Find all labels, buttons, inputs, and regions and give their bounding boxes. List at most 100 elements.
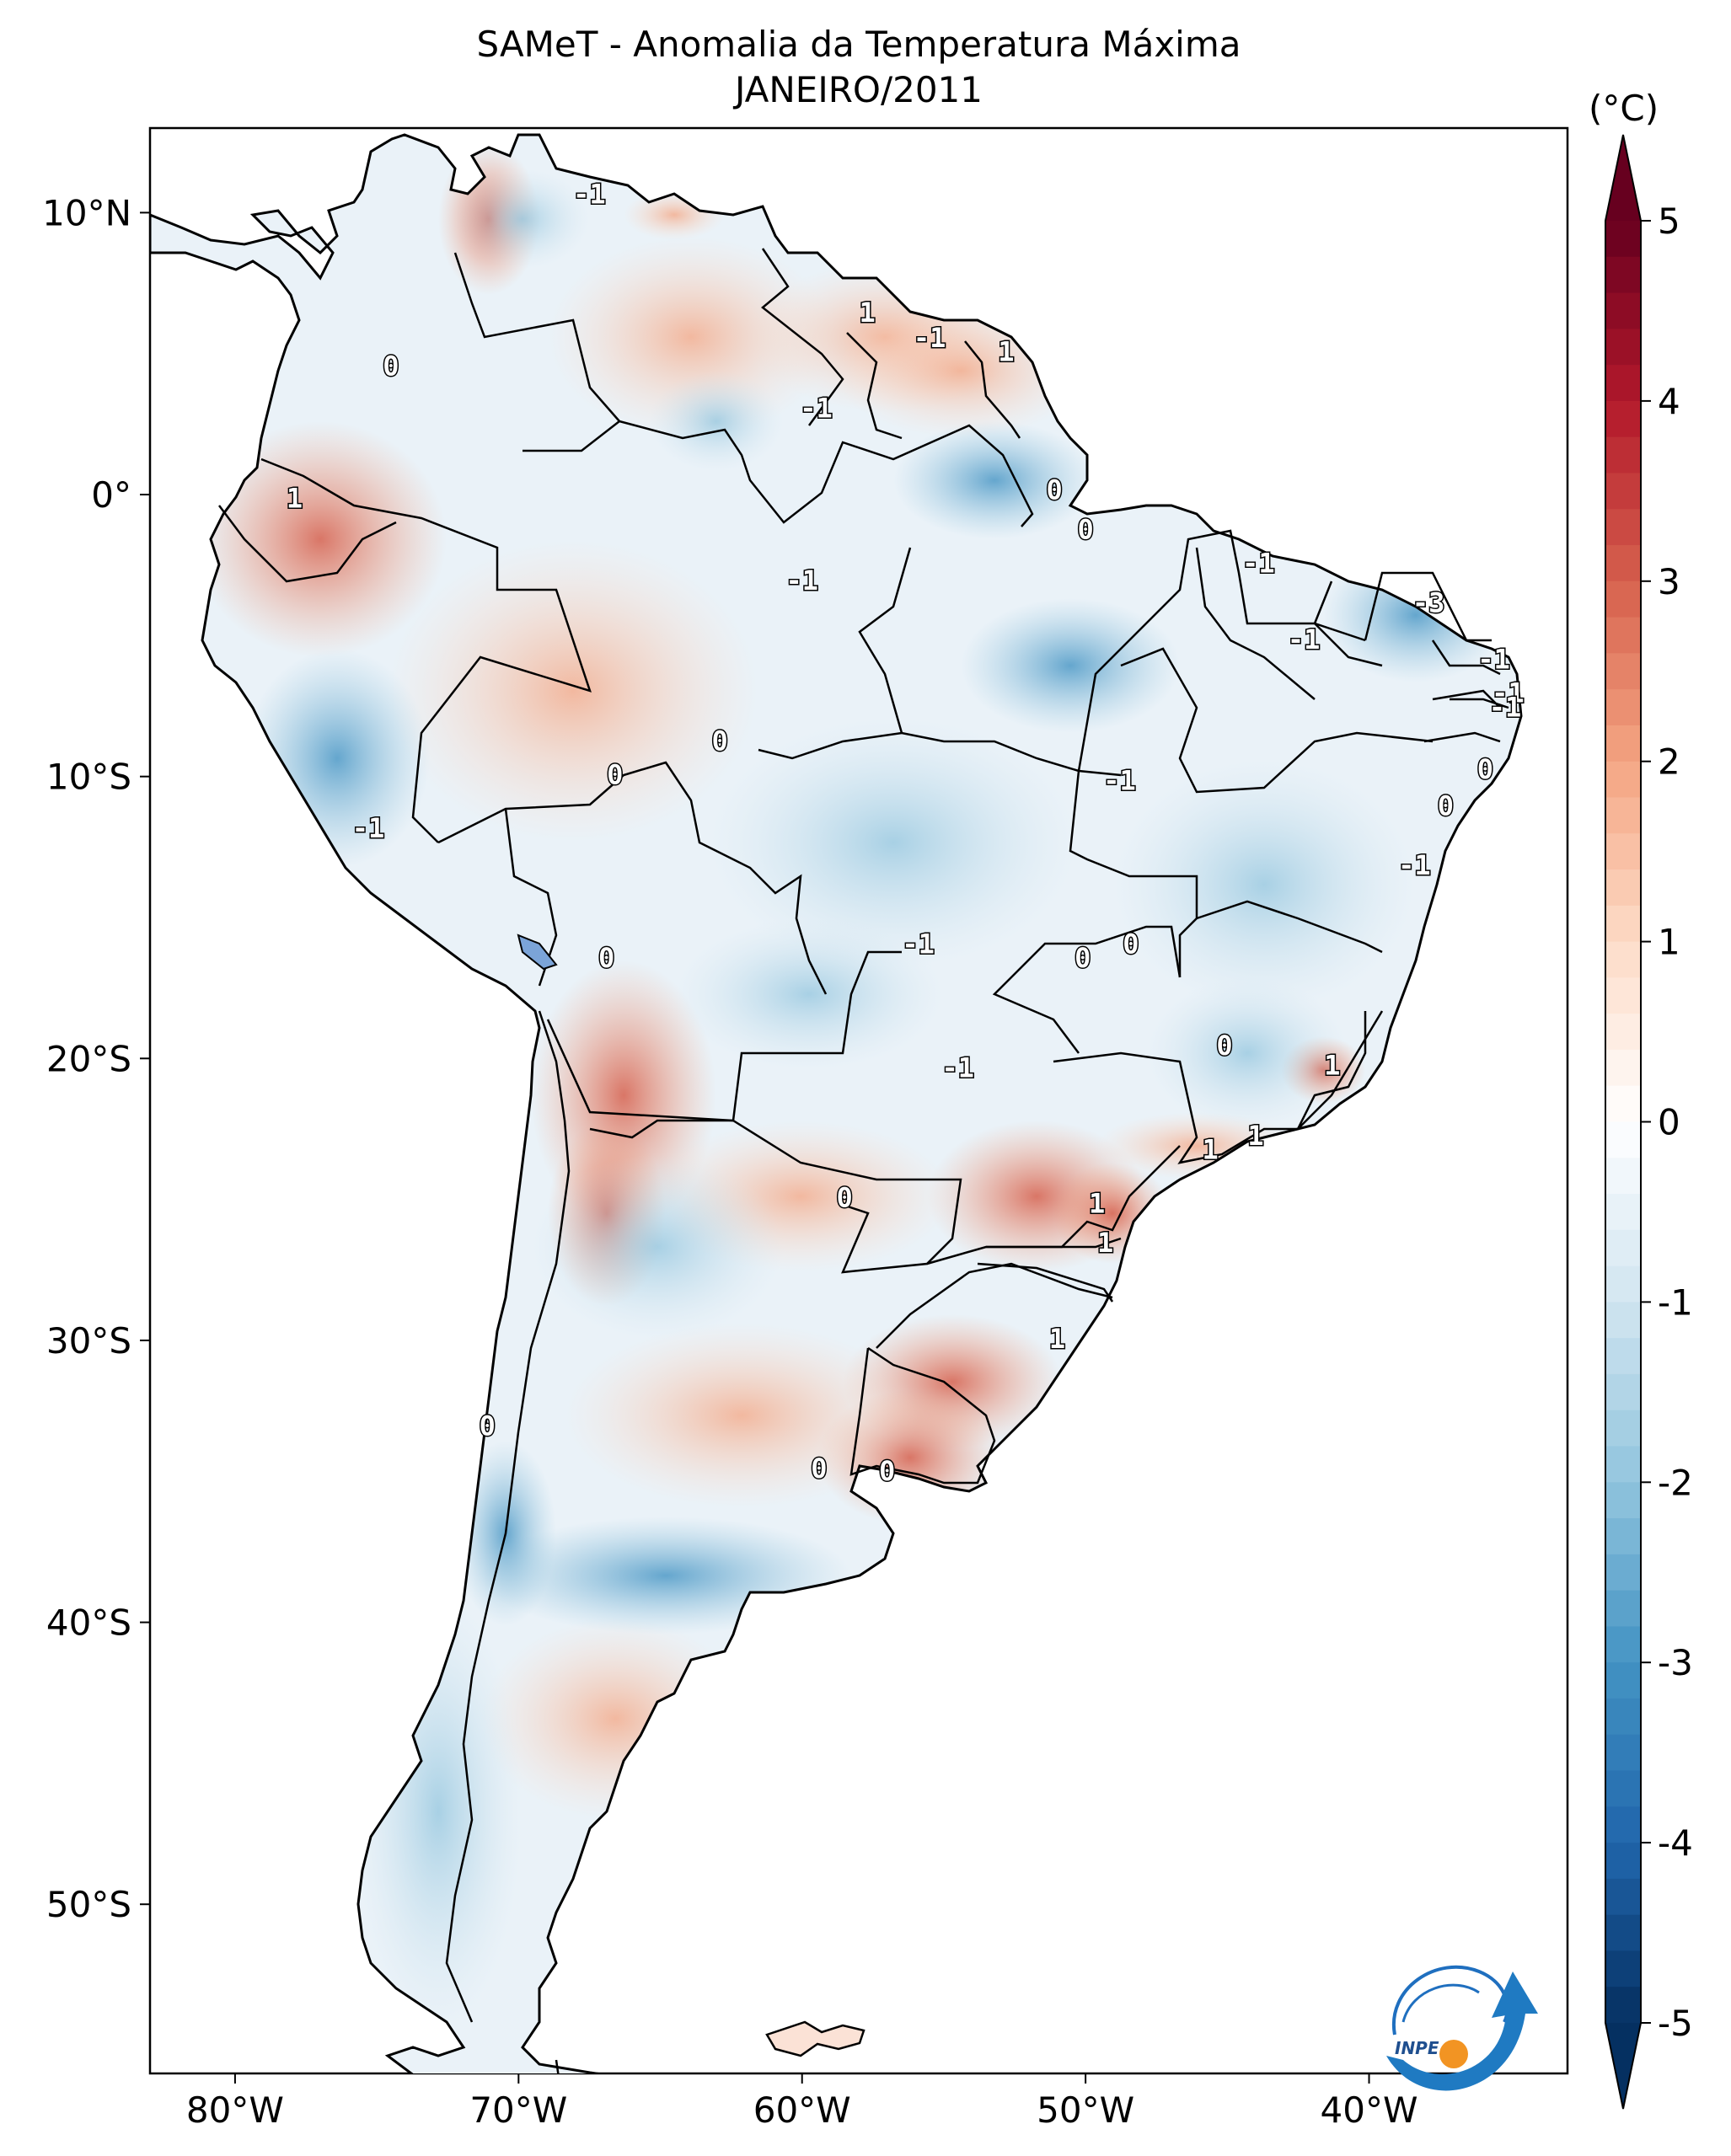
latitude-tick-label: 10°S (46, 757, 131, 798)
contour-label: -1 (1492, 677, 1525, 709)
longitude-ticks: 80°W 70°W 60°W 50°W 40°W (186, 2073, 1418, 2131)
coastline (150, 133, 1523, 2073)
colorbar-tick-label: 3 (1658, 561, 1680, 602)
colorbar-band (1605, 1229, 1641, 1267)
longitude-tick-label: 70°W (469, 2089, 567, 2131)
contour-label: -1 (1477, 643, 1510, 675)
contour-label: 0 (1123, 928, 1139, 960)
contour-label: 0 (879, 1455, 895, 1487)
colorbar-band (1605, 1121, 1641, 1158)
colorbar-band (1605, 1049, 1641, 1087)
colorbar-band (1605, 653, 1641, 690)
colorbar-band (1605, 1590, 1641, 1628)
colorbar-band (1605, 436, 1641, 474)
contour-label: -3 (1412, 587, 1445, 619)
colorbar-band (1605, 1446, 1641, 1483)
contour-label: 1 (287, 483, 303, 515)
contour-label: -1 (573, 178, 606, 210)
inpe-logo-text: INPE (1395, 2038, 1439, 2058)
contour-label: 1 (1089, 1187, 1105, 1219)
colorbar-tick-label: 1 (1658, 922, 1680, 963)
colorbar-band (1605, 473, 1641, 510)
colorbar-tick-label: -4 (1658, 1822, 1693, 1864)
contour-label: 1 (1247, 1120, 1263, 1152)
colorbar-band (1605, 509, 1641, 546)
colorbar-band (1605, 1554, 1641, 1592)
longitude-tick-label: 40°W (1321, 2089, 1418, 2131)
latitude-tick-label: 50°S (46, 1884, 131, 1925)
colorbar-tick-label: -1 (1658, 1281, 1693, 1323)
colorbar-band (1605, 365, 1641, 402)
colorbar-band (1605, 580, 1641, 618)
colorbar-band (1605, 1265, 1641, 1303)
contour-label: 0 (607, 759, 623, 791)
colorbar-extend-max (1605, 135, 1641, 221)
colorbar-tick-label: 5 (1658, 201, 1680, 242)
contour-label: -1 (902, 928, 935, 960)
contour-label: -1 (352, 812, 385, 844)
colorbar-band (1605, 833, 1641, 870)
contour-label: 1 (998, 336, 1014, 368)
colorbar-band (1605, 1770, 1641, 1807)
anomaly-field (194, 143, 1509, 2030)
contour-label: 0 (383, 350, 399, 382)
colorbar-band (1605, 1338, 1641, 1375)
map-subtitle: JANEIRO/2011 (735, 69, 983, 110)
country-borders (218, 248, 1509, 2023)
contour-label: 0 (1477, 753, 1493, 785)
colorbar-band (1605, 1014, 1641, 1051)
contour-label: -1 (1398, 849, 1431, 881)
colorbar-tick-label: -3 (1658, 1642, 1693, 1683)
colorbar-band (1605, 1158, 1641, 1195)
contour-label: 0 (480, 1410, 496, 1442)
contour-label: 0 (1077, 514, 1093, 546)
colorbar-band (1605, 256, 1641, 294)
colorbar-band (1605, 977, 1641, 1014)
colorbar-band (1605, 221, 1641, 258)
colorbar-band (1605, 725, 1641, 762)
contour-label: -1 (941, 1052, 974, 1084)
colorbar-band (1605, 1843, 1641, 1880)
colorbar-band (1605, 941, 1641, 978)
contour-label: 0 (1075, 942, 1091, 974)
falkland-islands (765, 2020, 866, 2057)
colorbar-band (1605, 1878, 1641, 1916)
contour-label: -1 (785, 564, 818, 597)
colorbar-extend-min (1605, 2023, 1641, 2109)
contour-label: 1 (859, 297, 875, 329)
contour-label: 0 (712, 725, 728, 757)
colorbar-band (1605, 1373, 1641, 1411)
colorbar-band (1605, 689, 1641, 726)
colorbar-band (1605, 1987, 1641, 2024)
colorbar-band (1605, 617, 1641, 654)
contour-label: -1 (1489, 691, 1522, 723)
latitude-ticks: 10°N 0° 10°S 20°S 30°S 40°S 50°S (42, 192, 150, 1925)
contour-label: 1 (1203, 1134, 1219, 1166)
colorbar-band (1605, 1734, 1641, 1772)
latitude-tick-label: 10°N (42, 192, 131, 233)
colorbar-band (1605, 292, 1641, 329)
contour-label: -1 (1103, 764, 1136, 796)
contour-label: -1 (1288, 623, 1321, 655)
colorbar-band (1605, 1950, 1641, 1987)
contour-label: 1 (1049, 1323, 1065, 1355)
colorbar-tick-label: 0 (1658, 1102, 1680, 1143)
colorbar-band (1605, 545, 1641, 582)
longitude-tick-label: 60°W (753, 2089, 851, 2131)
contour-label: 1 (1097, 1227, 1113, 1259)
latitude-tick-label: 20°S (46, 1038, 131, 1079)
colorbar-band (1605, 1914, 1641, 1952)
colorbar-band (1605, 761, 1641, 799)
contour-label: -1 (1242, 548, 1275, 580)
contour-label: -1 (914, 322, 946, 354)
latitude-tick-label: 40°S (46, 1602, 131, 1644)
colorbar-band (1605, 1194, 1641, 1231)
colorbar-tick-label: 2 (1658, 741, 1680, 783)
colorbar-band (1605, 329, 1641, 366)
inpe-logo: INPE (1386, 1965, 1538, 2091)
colorbar-band (1605, 1410, 1641, 1447)
colorbar-band (1605, 1662, 1641, 1699)
longitude-tick-label: 80°W (186, 2089, 284, 2131)
colorbar-band (1605, 1806, 1641, 1843)
